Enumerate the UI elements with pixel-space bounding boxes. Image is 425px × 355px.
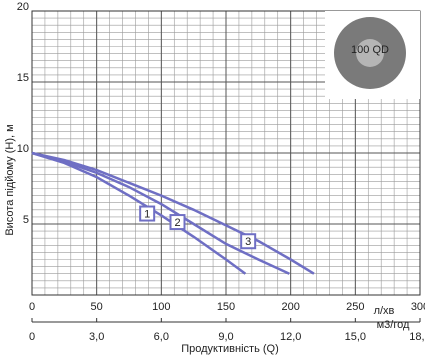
x-tick-label: 250 — [346, 301, 364, 313]
x-tick-label: 50 — [91, 301, 103, 313]
curve — [31, 151, 315, 275]
curve — [31, 151, 247, 275]
y-tick-label: 5 — [23, 214, 29, 226]
x-axis-label: Продуктивність (Q) — [181, 343, 279, 355]
y-axis-label: Висота підйому (Н), м — [4, 124, 16, 235]
curve-label-box — [240, 233, 257, 250]
curve — [31, 151, 290, 275]
x-tick-label: 0 — [29, 301, 35, 313]
y-tick-label: 15 — [17, 72, 29, 84]
inset-label: 100 QD — [351, 44, 389, 56]
x-tick-label: 100 — [152, 301, 170, 313]
x2-tick-label: 3,0 — [89, 331, 104, 343]
y-tick-label: 20 — [17, 1, 29, 13]
impeller-hub — [356, 39, 384, 67]
curve-label: 1 — [144, 208, 150, 220]
x-unit: л/хв — [374, 305, 395, 317]
x2-tick-label: 6,0 — [154, 331, 169, 343]
x2-unit: м3/год — [377, 319, 410, 331]
curve-label-box — [139, 205, 156, 222]
x2-tick-label: 0 — [29, 331, 35, 343]
y-tick-label: 10 — [17, 143, 29, 155]
x2-tick-label: 9,0 — [218, 331, 233, 343]
curve-label-box — [169, 214, 186, 231]
x2-tick-label: 12,0 — [280, 331, 301, 343]
curve-label: 3 — [245, 236, 251, 248]
x2-tick-label: 18,0 — [409, 331, 425, 343]
curve-label: 2 — [174, 217, 180, 229]
x-tick-label: 150 — [217, 301, 235, 313]
x2-tick-label: 15,0 — [345, 331, 366, 343]
x-tick-label: 200 — [281, 301, 299, 313]
x-tick-label: 300 — [411, 301, 425, 313]
